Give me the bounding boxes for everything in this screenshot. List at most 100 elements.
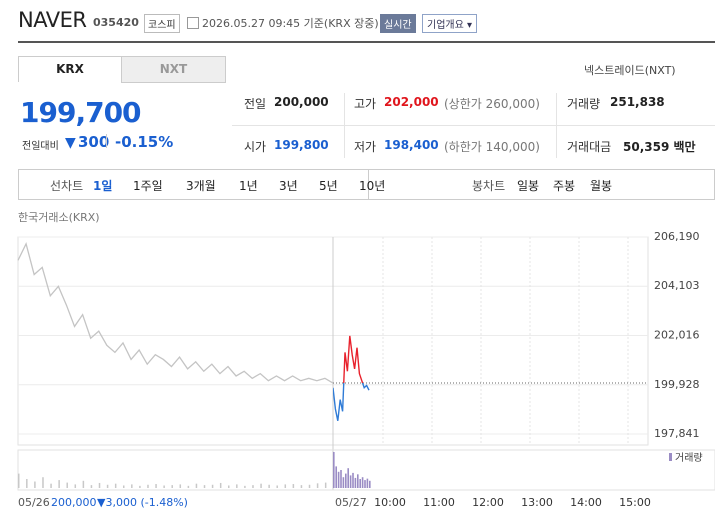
volume-bar <box>34 481 36 488</box>
volume-bar <box>66 482 68 488</box>
prev-change: ▼3,000 (-1.48%) <box>97 496 188 509</box>
field-label: 고가 <box>354 97 377 111</box>
y-tick-label: 202,016 <box>654 328 700 341</box>
field-label: 시가 <box>244 140 267 154</box>
field-label: 거래량 <box>567 97 601 111</box>
volume-bar <box>345 473 347 488</box>
y-tick-label: 197,841 <box>654 427 700 440</box>
stock-code: 035420 <box>93 16 139 29</box>
today-line-down <box>333 383 370 421</box>
x-label: 05/26 <box>18 496 50 509</box>
volume-bar <box>195 483 198 488</box>
volume-bar <box>364 480 366 488</box>
volume-bar <box>337 471 340 488</box>
field-note: (상한가 260,000) <box>444 97 540 111</box>
volume-bar <box>359 479 361 488</box>
volume-bar <box>82 480 85 488</box>
today-line-up <box>343 335 364 384</box>
period-item[interactable]: 1일 <box>93 179 113 193</box>
volume-frame <box>17 449 715 491</box>
volume-bar <box>90 485 93 488</box>
period-item[interactable]: 5년 <box>319 179 338 193</box>
volume-bar <box>335 466 337 488</box>
volume-bar <box>139 485 141 488</box>
volume-bar <box>114 483 117 488</box>
line-chart-label: 선차트 <box>50 179 84 193</box>
prev-line <box>17 241 334 384</box>
company-info-button[interactable]: 기업개요 ▾ <box>422 14 478 33</box>
header-rule <box>18 41 715 43</box>
volume-bar <box>316 483 319 488</box>
volume-bar <box>366 478 369 488</box>
period-item[interactable]: 1주일 <box>133 179 163 193</box>
tab-nxt[interactable]: NXT <box>121 56 226 83</box>
volume-bar <box>354 477 357 488</box>
volume-bar <box>155 484 157 488</box>
market-badge: 코스피 <box>144 14 180 33</box>
volume-bar <box>349 475 352 488</box>
x-label: 15:00 <box>619 496 651 509</box>
nxt-link[interactable]: 넥스트레이드(NXT) <box>584 64 676 77</box>
volume-bar <box>352 472 354 488</box>
source: 한국거래소(KRX) <box>18 211 100 224</box>
volume-bar <box>131 484 133 488</box>
volume-bar <box>244 485 246 488</box>
field-value: 200,000 <box>274 95 329 109</box>
period-item[interactable]: 1년 <box>239 179 258 193</box>
candle-chart-label: 봉차트 <box>472 179 506 193</box>
volume-bar <box>18 473 20 488</box>
field-value: 50,359 백만 <box>623 140 696 154</box>
volume-bar <box>342 477 345 488</box>
volume-bar <box>260 483 262 488</box>
volume-bar <box>324 482 327 488</box>
company-info-label[interactable]: 기업개요 <box>427 20 464 31</box>
period-item[interactable]: 10년 <box>359 179 386 193</box>
volume-bar <box>333 452 335 488</box>
period-sep <box>368 170 369 199</box>
volume-bar <box>276 485 278 488</box>
x-label: 11:00 <box>423 496 455 509</box>
y-tick-label: 204,103 <box>654 279 700 292</box>
change: 300 <box>78 133 110 151</box>
change-label: 전일대비 <box>22 141 59 152</box>
volume-bar <box>106 484 109 488</box>
field-label: 전일 <box>244 97 267 111</box>
period-item[interactable]: 3년 <box>279 179 298 193</box>
candle-item[interactable]: 월봉 <box>590 179 613 193</box>
x-label: 05/27 <box>335 496 367 509</box>
volume-bar <box>219 482 222 488</box>
volume-bar <box>26 479 28 488</box>
volume-bar <box>236 484 238 488</box>
volume-bar <box>123 485 125 488</box>
x-label: 13:00 <box>521 496 553 509</box>
volume-bar <box>58 480 60 488</box>
volume-bar <box>284 484 287 488</box>
volume-bar <box>203 485 206 488</box>
col-sep <box>344 93 345 158</box>
candle-item[interactable]: 주봉 <box>553 179 576 193</box>
change-pct: -0.15% <box>115 133 174 151</box>
volume-bar <box>179 484 182 488</box>
row-sep <box>232 125 715 126</box>
candle-item[interactable]: 일봉 <box>517 179 540 193</box>
x-label: 12:00 <box>472 496 504 509</box>
period-item[interactable]: 3개월 <box>186 179 216 193</box>
y-tick-label: 199,928 <box>654 378 700 391</box>
field-value: 199,800 <box>274 138 329 152</box>
x-label: 10:00 <box>374 496 406 509</box>
field-value: 198,400 <box>384 138 439 152</box>
volume-bar <box>308 484 311 488</box>
realtime-badge: 실시간 <box>380 14 416 33</box>
col-sep <box>556 93 557 158</box>
price: 199,700 <box>20 96 142 129</box>
y-tick-label: 206,190 <box>654 230 700 243</box>
field-value: 202,000 <box>384 95 439 109</box>
volume-bar <box>357 474 359 488</box>
field-value: 251,838 <box>610 95 665 109</box>
volume-bar <box>369 480 371 488</box>
volume-bar <box>211 484 214 488</box>
field-label: 거래대금 <box>567 140 612 154</box>
volume-bar <box>171 485 173 488</box>
